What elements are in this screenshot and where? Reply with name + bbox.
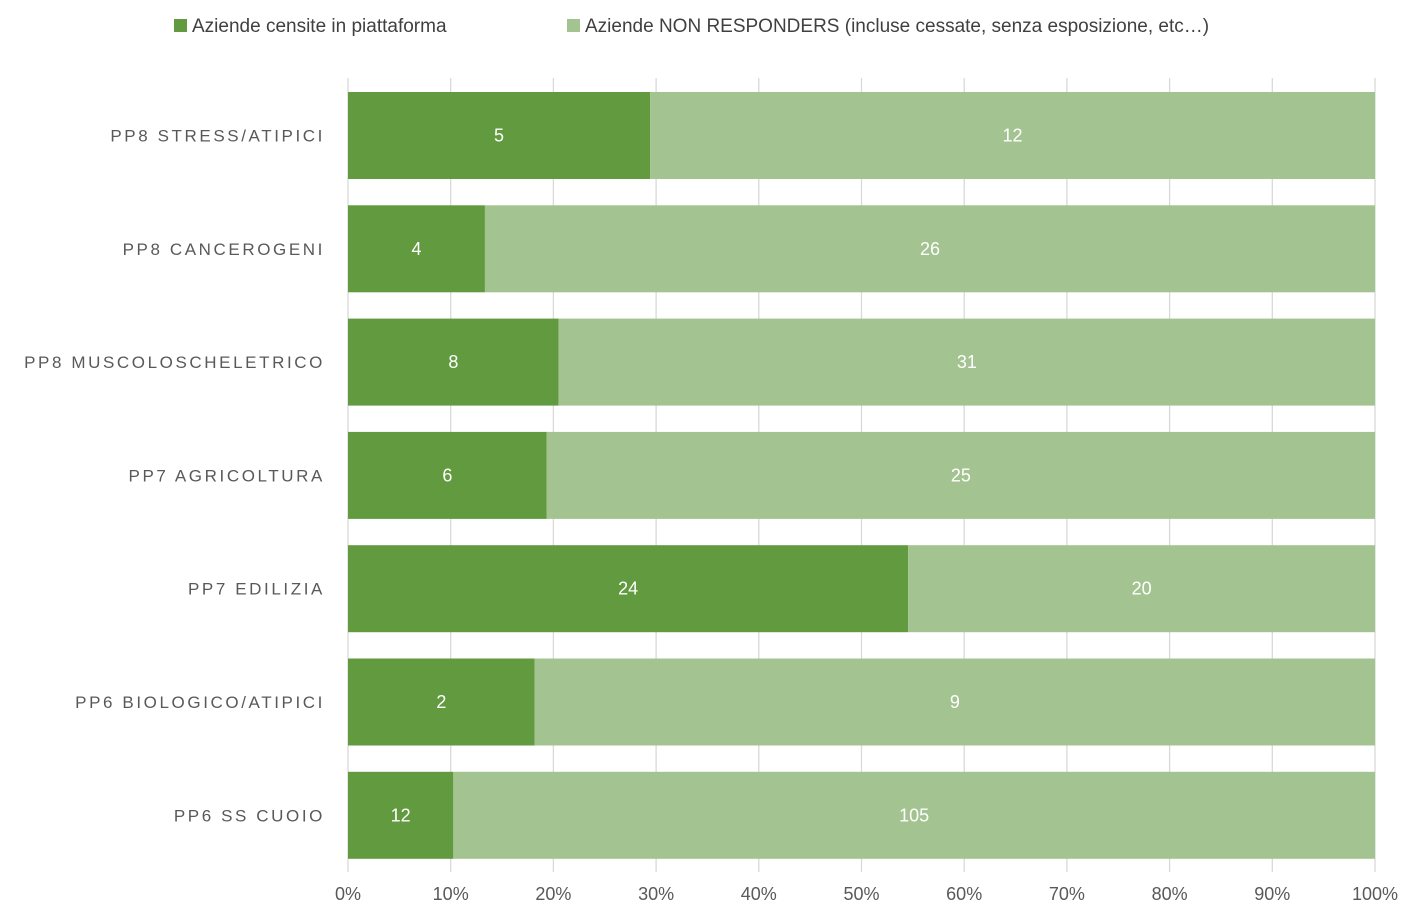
bar-segment-censite [348,771,454,859]
data-label: 2 [436,692,446,712]
x-tick-label: 0% [335,884,361,904]
category-label: PP8 STRESS/ATIPICI [110,127,325,146]
x-tick-label: 30% [638,884,674,904]
data-label: 5 [494,126,504,146]
data-label: 8 [448,352,458,372]
bar-segment-censite [348,431,547,519]
legend-swatch [567,19,580,32]
x-tick-label: 60% [946,884,982,904]
x-tick-label: 80% [1152,884,1188,904]
data-label: 4 [411,239,421,259]
category-label: PP8 MUSCOLOSCHELETRICO [24,353,325,372]
x-tick-label: 70% [1049,884,1085,904]
legend: Aziende censite in piattaforma Aziende NO… [174,16,1209,37]
bar-segment-censite [348,92,651,179]
bar-segment-censite [348,205,485,293]
x-tick-label: 90% [1254,884,1290,904]
bar-segment-non-responders [650,92,1375,179]
bar-segment-non-responders [484,205,1375,293]
data-label: 20 [1132,579,1152,599]
data-label: 12 [1003,126,1023,146]
bar-segment-non-responders [558,318,1375,406]
data-label: 25 [951,465,971,485]
legend-label: Aziende censite in piattaforma [192,16,447,37]
x-tick-label: 10% [433,884,469,904]
category-label: PP6 SS CUOIO [174,806,325,825]
data-label: 105 [899,805,929,825]
data-label: 31 [957,352,977,372]
legend-label: Aziende NON RESPONDERS (incluse cessate,… [585,16,1209,37]
x-tick-label: 50% [843,884,879,904]
bar-segment-censite [348,658,535,746]
x-tick-label: 20% [535,884,571,904]
data-label: 24 [618,579,638,599]
legend-swatch [174,19,187,32]
bar-segment-non-responders [908,545,1375,633]
x-axis-tick-labels: 0% 10% 20% 30% 40% 50% 60% 70% 80% 90% 100% [335,884,1398,904]
bar-segment-non-responders [534,658,1375,746]
data-label: 9 [950,692,960,712]
data-label: 6 [442,465,452,485]
category-label: PP7 EDILIZIA [188,580,325,599]
category-label: PP7 AGRICOLTURA [129,466,325,485]
bar-segment-non-responders [453,771,1375,859]
data-label: 12 [391,805,411,825]
x-tick-label: 40% [741,884,777,904]
bar-segment-censite [348,545,909,633]
bars: 5 12 4 26 8 31 6 25 24 20 2 9 12 105 [348,92,1375,859]
category-labels: PP8 STRESS/ATIPICI PP8 CANCEROGENI PP8 MUS… [24,127,325,826]
category-label: PP6 BIOLOGICO/ATIPICI [75,693,325,712]
bar-segment-non-responders [546,431,1375,519]
data-label: 26 [920,239,940,259]
x-tick-label: 100% [1352,884,1398,904]
category-label: PP8 CANCEROGENI [123,240,325,259]
bar-segment-censite [348,318,559,406]
